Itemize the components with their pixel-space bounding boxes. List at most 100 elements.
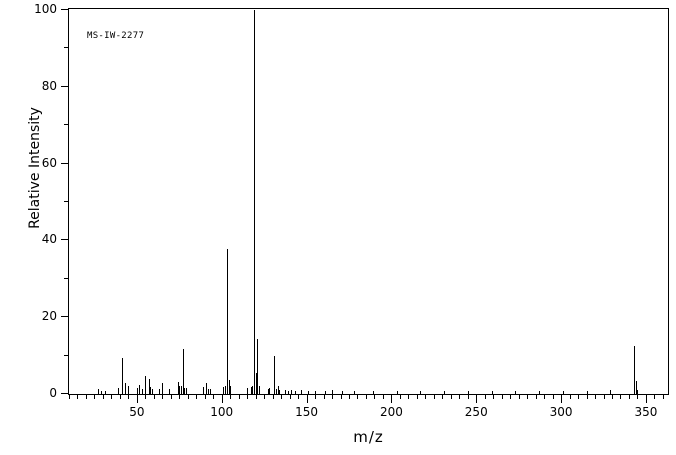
x-tick-190 — [374, 395, 376, 399]
peak-89 — [203, 387, 205, 394]
spectrum-id-label: MS-IW-2277 — [87, 31, 145, 41]
y-tick-label-0: 0 — [49, 386, 57, 400]
y-tick-30 — [64, 277, 68, 279]
y-tick-0 — [61, 393, 68, 394]
peak-29 — [101, 390, 103, 394]
peak-245 — [467, 390, 469, 394]
x-tick-220 — [425, 395, 427, 399]
peak-78 — [184, 387, 186, 394]
peak-55 — [145, 376, 147, 394]
peak-39 — [118, 388, 120, 394]
peak-117 — [250, 387, 252, 394]
peak-27 — [97, 389, 99, 394]
peak-273 — [515, 390, 517, 394]
peak-171 — [342, 390, 344, 394]
x-tick-310 — [578, 395, 580, 399]
peak-231 — [444, 390, 445, 394]
x-tick-325 — [603, 395, 605, 399]
x-tick-140 — [289, 395, 291, 399]
x-tick-330 — [612, 395, 613, 399]
y-tick-label-80: 80 — [41, 78, 57, 93]
x-tick-label-100: 100 — [210, 405, 234, 419]
x-tick-50 — [136, 395, 138, 403]
peak-65 — [162, 383, 164, 394]
x-tick-120 — [255, 395, 257, 399]
x-tick-60 — [153, 395, 155, 399]
x-tick-265 — [501, 395, 503, 399]
peak-93 — [209, 389, 211, 394]
peak-127 — [267, 388, 269, 394]
peak-101 — [223, 386, 225, 394]
peak-345 — [637, 390, 639, 394]
peak-51 — [138, 384, 140, 394]
peak-77 — [182, 348, 184, 394]
peak-103 — [226, 248, 228, 394]
peak-119 — [253, 10, 255, 394]
y-tick-20 — [61, 316, 68, 318]
y-tick-80 — [61, 85, 68, 87]
x-tick-180 — [357, 395, 359, 399]
peak-134 — [279, 389, 281, 394]
x-tick-255 — [484, 395, 486, 399]
y-tick-70 — [64, 124, 68, 126]
x-tick-175 — [348, 395, 350, 399]
x-tick-245 — [467, 395, 469, 399]
peak-76 — [180, 385, 182, 394]
peak-287 — [539, 390, 541, 394]
peak-102 — [225, 386, 227, 394]
peak-189 — [372, 390, 374, 394]
x-tick-label-350: 350 — [634, 405, 658, 419]
x-tick-195 — [382, 395, 384, 399]
x-tick-90 — [204, 395, 206, 399]
peak-151 — [308, 390, 310, 394]
x-tick-135 — [281, 395, 283, 399]
x-tick-250 — [476, 395, 478, 403]
x-tick-350 — [645, 395, 647, 403]
peak-120 — [255, 372, 257, 394]
x-tick-30 — [102, 395, 104, 399]
x-tick-320 — [595, 395, 597, 399]
peak-161 — [325, 390, 327, 394]
peak-31 — [104, 390, 106, 394]
y-tick-10 — [64, 354, 68, 356]
x-tick-360 — [662, 395, 664, 399]
x-tick-label-150: 150 — [295, 405, 318, 419]
y-tick-label-20: 20 — [41, 309, 57, 324]
x-tick-15 — [77, 395, 79, 399]
peak-178 — [354, 390, 356, 394]
peak-147 — [301, 390, 303, 394]
x-tick-label-50: 50 — [129, 405, 145, 419]
y-tick-40 — [61, 239, 68, 241]
x-tick-345 — [637, 395, 639, 399]
peak-121 — [257, 339, 259, 394]
x-tick-10 — [69, 395, 70, 399]
x-tick-20 — [85, 395, 87, 399]
peak-137 — [284, 390, 286, 394]
peak-91 — [206, 382, 208, 394]
x-tick-155 — [315, 395, 317, 399]
y-tick-60 — [61, 162, 68, 164]
peak-315 — [586, 390, 588, 394]
x-tick-285 — [535, 395, 537, 399]
y-tick-label-100: 100 — [34, 2, 57, 16]
x-tick-200 — [391, 395, 393, 403]
x-tick-270 — [510, 395, 512, 399]
peak-58 — [150, 387, 152, 394]
x-tick-65 — [162, 395, 164, 399]
x-tick-125 — [264, 395, 266, 399]
x-axis-title: m/z — [353, 428, 384, 446]
x-tick-75 — [179, 395, 181, 399]
peak-45 — [128, 385, 130, 394]
peak-141 — [291, 390, 293, 394]
peak-139 — [287, 390, 289, 394]
y-tick-label-60: 60 — [41, 155, 57, 170]
x-tick-295 — [552, 395, 554, 399]
x-tick-25 — [94, 395, 96, 399]
x-tick-235 — [450, 395, 452, 399]
x-tick-315 — [586, 395, 588, 399]
x-tick-110 — [238, 395, 240, 399]
peak-50 — [136, 387, 138, 394]
peak-203 — [396, 390, 398, 394]
x-tick-280 — [527, 395, 529, 399]
x-tick-label-300: 300 — [549, 405, 573, 419]
